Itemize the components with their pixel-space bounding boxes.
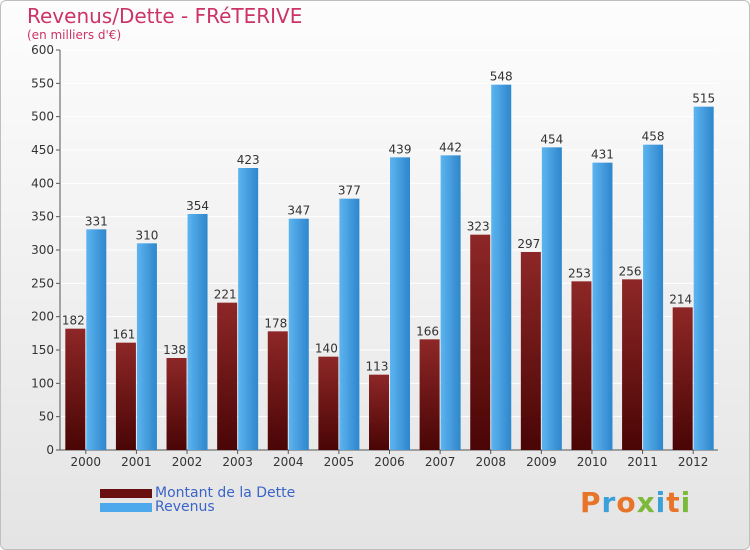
logo-letter: x (636, 486, 656, 519)
data-label-dette: 253 (568, 266, 591, 280)
data-label-dette: 113 (366, 360, 389, 374)
y-tick-label: 150 (31, 343, 54, 357)
data-label-dette: 323 (467, 220, 490, 234)
data-label-revenus: 423 (237, 153, 260, 167)
bar-revenus (643, 144, 664, 450)
y-tick-label: 400 (31, 176, 54, 190)
bar-dette (217, 302, 238, 450)
bar-dette (267, 331, 288, 450)
data-label-revenus: 442 (439, 140, 462, 154)
data-label-revenus: 431 (591, 148, 614, 162)
bar-revenus (440, 155, 461, 451)
logo-letter: t (666, 486, 681, 519)
bar-revenus (693, 106, 714, 451)
y-axis: 0 50 100 150 200 250 300 350 400 450 500 550 600 (31, 43, 718, 457)
bar-dette (470, 234, 491, 450)
data-label-revenus: 310 (135, 228, 158, 242)
legend-swatch-debt (100, 489, 152, 498)
x-tick-label: 2002 (172, 455, 203, 469)
data-label-revenus: 458 (642, 130, 665, 144)
bar-revenus (339, 198, 360, 450)
x-tick-label: 2004 (273, 455, 304, 469)
bar-dette (571, 281, 592, 450)
chart-subtitle: (en milliers d'€) (27, 28, 122, 42)
bar-revenus (238, 168, 259, 450)
y-tick-label: 100 (31, 376, 54, 390)
bar-dette (115, 342, 136, 450)
x-tick-label: 2012 (678, 455, 709, 469)
logo-letter: P (580, 486, 602, 519)
y-tick-label: 550 (31, 76, 54, 90)
data-label-revenus: 454 (540, 132, 563, 146)
y-tick-label: 600 (31, 43, 54, 57)
data-label-dette: 221 (214, 288, 237, 302)
data-label-revenus: 377 (338, 184, 361, 198)
data-label-dette: 166 (416, 324, 439, 338)
data-label-dette: 161 (112, 328, 135, 342)
bar-dette (672, 307, 693, 450)
chart-title: Revenus/Dette - FRéTERIVE (27, 4, 303, 28)
bar-revenus (136, 243, 157, 450)
bar-revenus (187, 214, 208, 450)
x-tick-label: 2003 (222, 455, 253, 469)
y-tick-label: 50 (39, 410, 54, 424)
data-label-revenus: 548 (490, 70, 513, 84)
x-tick-label: 2005 (324, 455, 355, 469)
bar-revenus (592, 162, 613, 450)
logo-letter: r (601, 486, 617, 519)
x-tick-label: 2010 (577, 455, 608, 469)
y-tick-label: 0 (46, 443, 54, 457)
logo-letter: i (655, 486, 667, 519)
y-tick-label: 450 (31, 143, 54, 157)
bar-revenus (491, 84, 512, 451)
bar-dette (520, 252, 541, 450)
x-axis: 2000 2001 2002 2003 2004 2005 2006 2007 2008 2009… (71, 450, 709, 469)
data-label-dette: 214 (669, 292, 692, 306)
bars (65, 84, 714, 451)
y-tick-label: 350 (31, 210, 54, 224)
y-tick-label: 500 (31, 110, 54, 124)
bar-revenus (390, 157, 410, 451)
x-tick-label: 2007 (425, 455, 456, 469)
y-tick-label: 200 (31, 310, 54, 324)
bar-dette (166, 358, 187, 450)
legend-label-revenus: Revenus (155, 499, 215, 515)
data-label-dette: 140 (315, 342, 338, 356)
data-label-revenus: 347 (287, 204, 310, 218)
data-label-dette: 297 (517, 237, 540, 251)
bar-revenus (541, 147, 562, 451)
x-tick-label: 2000 (71, 455, 102, 469)
x-tick-label: 2011 (627, 455, 658, 469)
data-label-revenus: 439 (389, 142, 412, 156)
data-label-dette: 182 (62, 314, 85, 328)
x-tick-label: 2009 (526, 455, 557, 469)
bar-dette (318, 356, 339, 450)
y-tick-label: 250 (31, 276, 54, 290)
data-label-dette: 256 (619, 264, 642, 278)
data-label-revenus: 515 (692, 92, 715, 106)
data-label-dette: 138 (163, 343, 186, 357)
bar-revenus (288, 218, 309, 450)
legend-label-debt: Montant de la Dette (155, 485, 296, 501)
logo-letter: i (680, 486, 692, 519)
bar-dette (622, 279, 643, 450)
legend-swatch-revenus (100, 503, 152, 512)
bar-dette (419, 339, 440, 450)
x-tick-label: 2008 (475, 455, 506, 469)
bar-dette (65, 328, 86, 450)
data-labels: 182 331 161 310 138 354 221 423 178 347 140 377 113 4… (62, 70, 715, 374)
logo-letter: o (616, 486, 637, 519)
proxiti-logo: Proxiti (580, 486, 691, 519)
bar-dette (369, 374, 389, 450)
data-label-revenus: 331 (85, 214, 108, 228)
data-label-dette: 178 (264, 316, 287, 330)
bar-revenus (86, 229, 107, 450)
x-tick-label: 2001 (121, 455, 152, 469)
y-tick-label: 300 (31, 243, 54, 257)
x-tick-label: 2006 (374, 455, 405, 469)
data-label-revenus: 354 (186, 199, 209, 213)
